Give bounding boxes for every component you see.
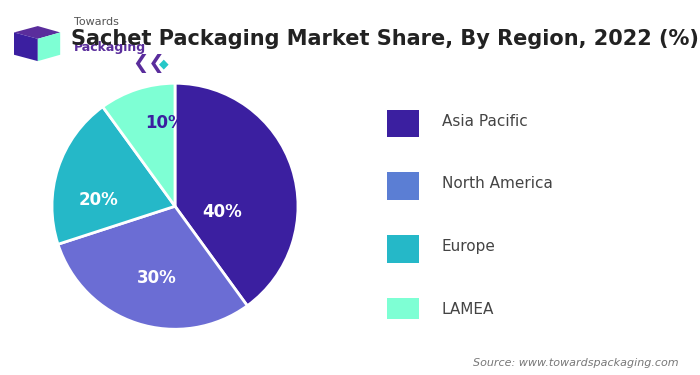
FancyBboxPatch shape: [387, 110, 419, 137]
Text: North America: North America: [442, 176, 553, 191]
FancyBboxPatch shape: [387, 235, 419, 263]
Polygon shape: [38, 33, 60, 61]
Wedge shape: [58, 206, 247, 329]
Text: Asia Pacific: Asia Pacific: [442, 114, 528, 129]
Polygon shape: [14, 26, 60, 39]
Wedge shape: [103, 83, 175, 206]
Text: Towards: Towards: [74, 16, 119, 27]
Polygon shape: [14, 33, 38, 61]
Text: 40%: 40%: [202, 203, 242, 221]
Text: LAMEA: LAMEA: [442, 302, 494, 317]
Text: Source: www.towardspackaging.com: Source: www.towardspackaging.com: [473, 357, 679, 368]
Wedge shape: [52, 107, 175, 244]
Text: 20%: 20%: [79, 191, 118, 209]
FancyBboxPatch shape: [387, 172, 419, 200]
Text: 10%: 10%: [146, 114, 185, 132]
Text: 30%: 30%: [136, 268, 176, 286]
Text: Europe: Europe: [442, 239, 496, 254]
FancyBboxPatch shape: [387, 298, 419, 326]
Wedge shape: [175, 83, 298, 306]
Text: ◆: ◆: [160, 57, 169, 70]
Text: Packaging: Packaging: [74, 40, 146, 54]
Text: ❮❮: ❮❮: [132, 54, 165, 73]
Text: Sachet Packaging Market Share, By Region, 2022 (%): Sachet Packaging Market Share, By Region…: [71, 29, 699, 50]
